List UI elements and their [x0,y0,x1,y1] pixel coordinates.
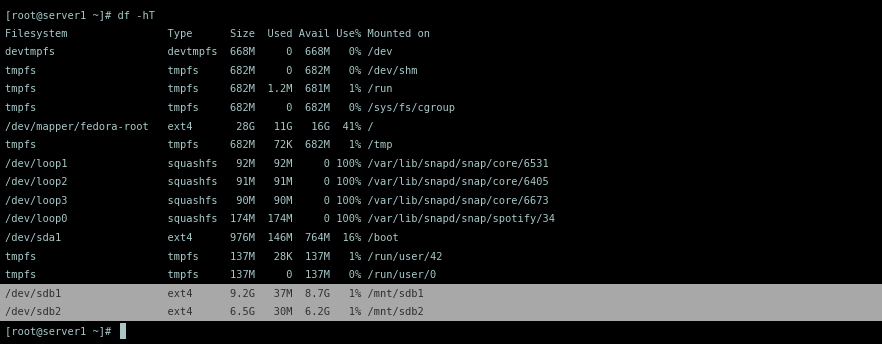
Text: Filesystem                Type      Size  Used Avail Use% Mounted on: Filesystem Type Size Used Avail Use% Mou… [5,29,430,39]
Bar [0,303,882,321]
Text: tmpfs                     tmpfs     137M     0  137M   0% /run/user/0: tmpfs tmpfs 137M 0 137M 0% /run/user/0 [5,270,437,280]
Text: /dev/loop2                squashfs   91M   91M     0 100% /var/lib/snapd/snap/co: /dev/loop2 squashfs 91M 91M 0 100% /var/… [5,177,549,187]
Text: tmpfs                     tmpfs     137M   28K  137M   1% /run/user/42: tmpfs tmpfs 137M 28K 137M 1% /run/user/4… [5,251,443,261]
Text: /dev/sdb2                 ext4      6.5G   30M  6.2G   1% /mnt/sdb2: /dev/sdb2 ext4 6.5G 30M 6.2G 1% /mnt/sdb… [5,307,423,317]
Text: /dev/sdb1                 ext4      9.2G   37M  8.7G   1% /mnt/sdb1: /dev/sdb1 ext4 9.2G 37M 8.7G 1% /mnt/sdb… [5,289,423,299]
Text: /dev/mapper/fedora-root   ext4       28G   11G   16G  41% /: /dev/mapper/fedora-root ext4 28G 11G 16G… [5,122,374,132]
Text: [root@server1 ~]#: [root@server1 ~]# [5,326,117,336]
Text: devtmpfs                  devtmpfs  668M     0  668M   0% /dev: devtmpfs devtmpfs 668M 0 668M 0% /dev [5,47,392,57]
Text: /dev/loop3                squashfs   90M   90M     0 100% /var/lib/snapd/snap/co: /dev/loop3 squashfs 90M 90M 0 100% /var/… [5,196,549,206]
Text: tmpfs                     tmpfs     682M  1.2M  681M   1% /run: tmpfs tmpfs 682M 1.2M 681M 1% /run [5,85,392,95]
Text: tmpfs                     tmpfs     682M     0  682M   0% /dev/shm: tmpfs tmpfs 682M 0 682M 0% /dev/shm [5,66,417,76]
Text: [root@server1 ~]# df -hT: [root@server1 ~]# df -hT [5,10,155,20]
Bar [0,284,882,303]
Text: tmpfs                     tmpfs     682M   72K  682M   1% /tmp: tmpfs tmpfs 682M 72K 682M 1% /tmp [5,140,392,150]
Bar [120,323,126,338]
Text: tmpfs                     tmpfs     682M     0  682M   0% /sys/fs/cgroup: tmpfs tmpfs 682M 0 682M 0% /sys/fs/cgrou… [5,103,455,113]
Text: /dev/sda1                 ext4      976M  146M  764M  16% /boot: /dev/sda1 ext4 976M 146M 764M 16% /boot [5,233,399,243]
Text: /dev/loop1                squashfs   92M   92M     0 100% /var/lib/snapd/snap/co: /dev/loop1 squashfs 92M 92M 0 100% /var/… [5,159,549,169]
Text: /dev/loop0                squashfs  174M  174M     0 100% /var/lib/snapd/snap/sp: /dev/loop0 squashfs 174M 174M 0 100% /va… [5,214,555,224]
